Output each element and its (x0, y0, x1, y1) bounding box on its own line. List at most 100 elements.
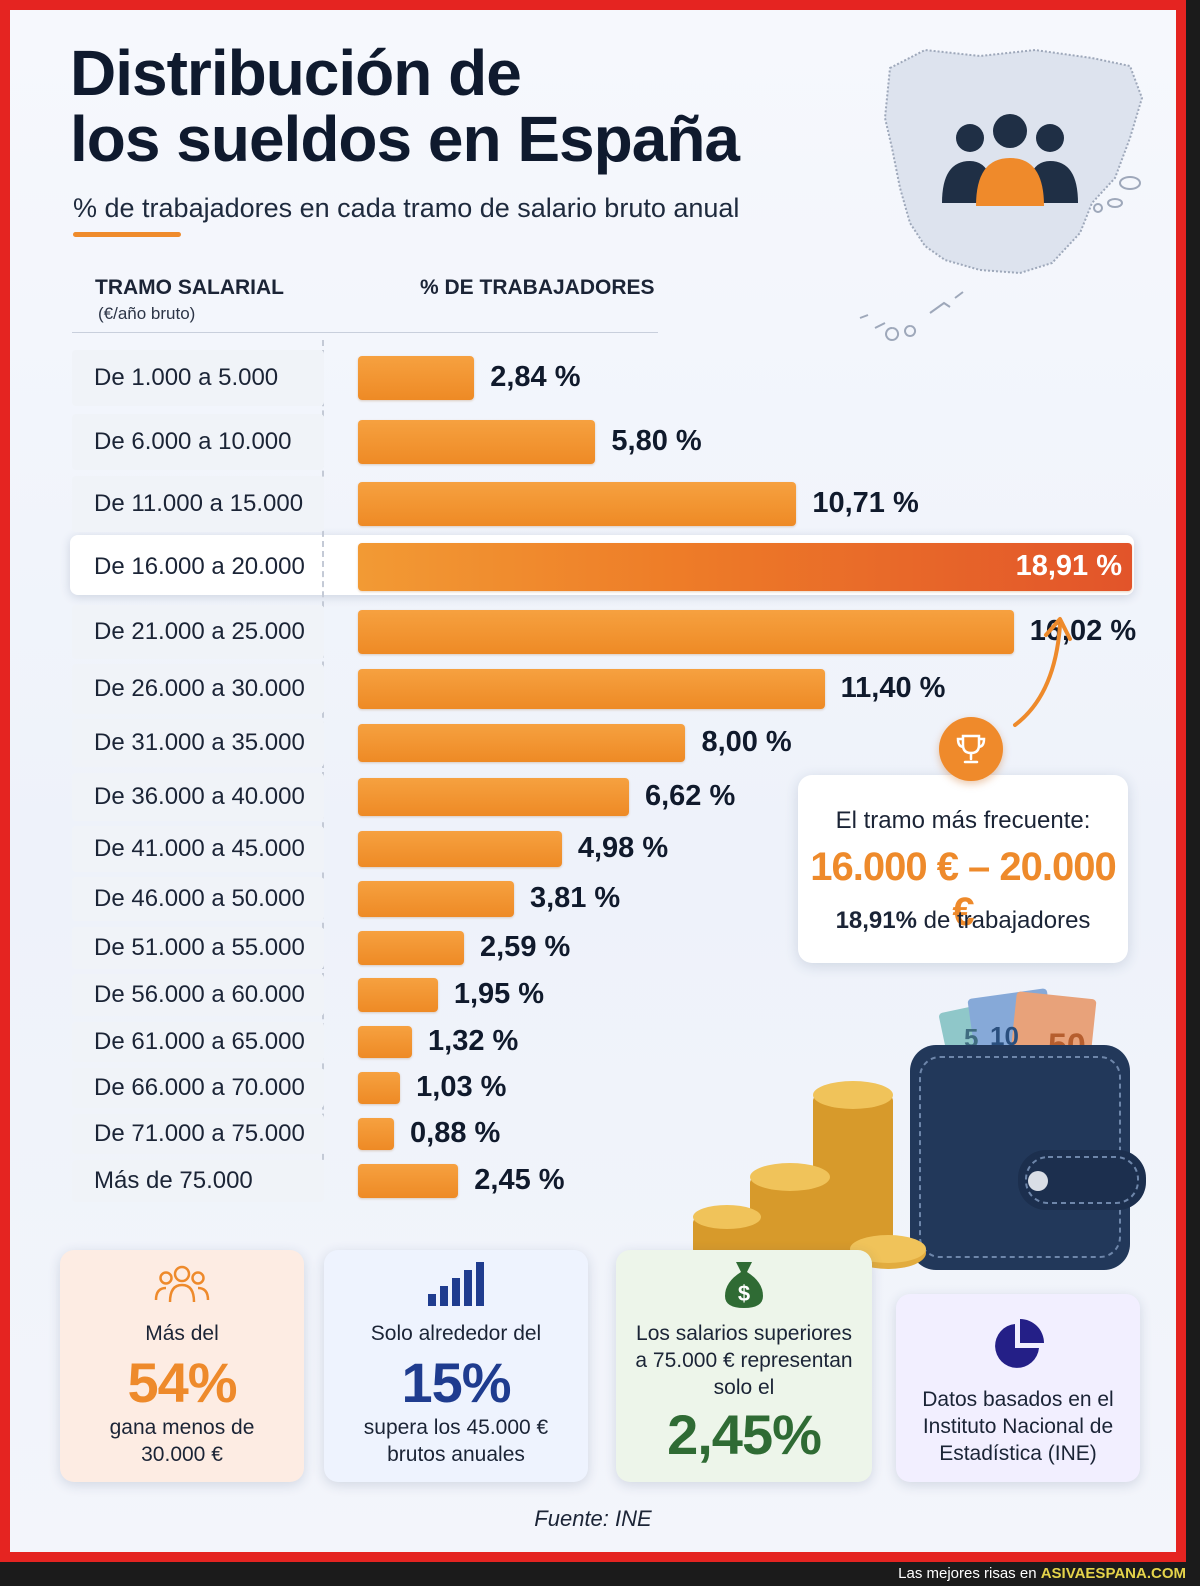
card-2-text-bottom-2: brutos anuales (387, 1443, 525, 1466)
bar-value-label: 2,59 % (480, 931, 571, 963)
stat-card-under-30k: Más del 54% gana menos de 30.000 € (60, 1250, 304, 1482)
bar (358, 881, 514, 917)
range-label: De 66.000 a 70.000 (94, 1074, 305, 1101)
table-row-background (72, 826, 324, 872)
table-row-background (72, 605, 324, 659)
stat-card-ine-source: Datos basados en el Instituto Nacional d… (896, 1294, 1140, 1482)
percent-column-header: % DE TRABAJADORES (420, 276, 655, 299)
callout-percent-suffix: de trabajadores (916, 907, 1091, 934)
bar (358, 1072, 401, 1104)
range-label: De 6.000 a 10.000 (94, 428, 292, 455)
range-label: De 36.000 a 40.000 (94, 783, 305, 810)
table-row-background (72, 974, 324, 1016)
range-label: De 1.000 a 5.000 (94, 364, 279, 391)
card-3-big-number: 2,45% (667, 1403, 822, 1466)
coin-stacks (693, 1081, 926, 1269)
table-row-background (72, 414, 324, 470)
card-2-text-bottom-1: supera los 45.000 € (363, 1416, 549, 1439)
wallet-coins-illustration: 5 10 50 20 (693, 988, 1146, 1270)
bar-value-label: 1,32 % (428, 1025, 519, 1057)
header-rule (72, 332, 658, 333)
table-row-background (72, 1022, 324, 1062)
page-title: Distribución de los sueldos en España (70, 37, 740, 175)
people-icon (154, 1265, 210, 1303)
card-3-text-3: solo el (713, 1376, 775, 1399)
bar (358, 1118, 395, 1150)
bar-value-label: 0,88 % (410, 1117, 501, 1149)
people-group-icon (942, 114, 1078, 206)
table-row-background (72, 1068, 324, 1108)
range-label: De 51.000 a 55.000 (94, 934, 305, 961)
money-bag-icon: $ (725, 1262, 763, 1308)
bar-highlight (358, 543, 1132, 591)
bar-chart: De 1.000 a 5.000 2,84 % De 6.000 a 10.000 5… (10, 10, 1176, 1210)
range-column-unit: (€/año bruto) (98, 304, 196, 323)
card-3-text-1: Los salarios superiores (636, 1322, 852, 1345)
card-1-text-bottom-2: 30.000 € (141, 1443, 223, 1466)
range-label: De 61.000 a 65.000 (94, 1028, 305, 1055)
card-1-text-top: Más del (145, 1322, 219, 1345)
bar-value-label: 1,03 % (416, 1071, 507, 1103)
bar (358, 610, 1014, 654)
range-column-header: TRAMO SALARIAL (95, 276, 284, 299)
bar (358, 356, 475, 400)
callout-percent-line: 18,91% de trabajadores (798, 907, 1128, 935)
title-line-2: los sueldos en España (70, 103, 740, 175)
spain-map-icon (859, 48, 1144, 341)
infographic-frame: Distribución de los sueldos en España % … (0, 0, 1186, 1562)
range-label: De 71.000 a 75.000 (94, 1120, 305, 1147)
subtitle: % de trabajadores en cada tramo de salar… (73, 193, 740, 223)
table-row-background (72, 1114, 324, 1154)
trophy-icon (956, 734, 986, 764)
bar (358, 931, 464, 965)
range-label: De 11.000 a 15.000 (94, 490, 304, 517)
source-note: Fuente: INE (534, 1506, 652, 1531)
pie-chart-icon (995, 1319, 1044, 1368)
bar-chart-icon (428, 1262, 484, 1306)
arrow-icon (1013, 617, 1072, 727)
subtitle-underline (73, 232, 181, 237)
card-4-text-3: Estadística (INE) (939, 1442, 1097, 1465)
card-2-text-top: Solo alrededor del (370, 1322, 542, 1345)
range-label: De 31.000 a 35.000 (94, 729, 305, 756)
bar-value-label: 2,84 % (490, 361, 581, 393)
bar-value-label: 18,91 % (1015, 550, 1122, 582)
bar-value-label: 2,45 % (474, 1164, 565, 1196)
stat-card-over-75k: $ Los salarios superiores a 75.000 € rep… (616, 1250, 872, 1482)
title-line-1: Distribución de (70, 37, 522, 109)
bar-value-label: 8,00 % (701, 726, 792, 758)
bar-value-label: 1,95 % (453, 978, 545, 1010)
card-1-text-bottom-1: gana menos de (109, 1416, 255, 1439)
table-row-background (72, 476, 324, 532)
range-label: De 16.000 a 20.000 (94, 553, 305, 580)
bar-value-label: 3,81 % (529, 882, 621, 914)
bar (358, 778, 629, 816)
bar-value-label: 11,40 % (840, 672, 946, 704)
table-row-background (72, 773, 324, 821)
bar-value-label: 4,98 % (577, 832, 669, 864)
footer-site[interactable]: ASIVAESPANA.COM (1040, 1565, 1186, 1582)
range-label: De 41.000 a 45.000 (94, 835, 305, 862)
callout-label: El tramo más frecuente: (835, 807, 1091, 834)
footer-text: Las mejores risas en ASIVAESPANA.COM (898, 1565, 1186, 1582)
callout-range: 16.000 € – 20.000 € (810, 845, 1117, 934)
table-row-background (72, 350, 324, 406)
card-4-text-1: Datos basados en el (922, 1388, 1114, 1411)
table-row-background (72, 927, 324, 969)
range-label: De 56.000 a 60.000 (94, 981, 305, 1008)
table-row-background (72, 1160, 324, 1202)
bar (358, 831, 562, 867)
bar (358, 669, 825, 709)
svg-text:$: $ (738, 1281, 750, 1306)
footer-bar: Las mejores risas en ASIVAESPANA.COM (0, 1562, 1200, 1586)
table-row-background (72, 719, 324, 767)
card-4-text-2: Instituto Nacional de (922, 1415, 1114, 1438)
range-label: De 21.000 a 25.000 (94, 618, 305, 645)
range-label: Más de 75.000 (94, 1167, 253, 1194)
table-row-background (72, 664, 324, 714)
infographic-canvas: Distribución de los sueldos en España % … (10, 10, 1176, 1552)
card-1-big-number: 54% (127, 1351, 237, 1414)
stat-card-over-45k: Solo alrededor del 15% supera los 45.000… (324, 1250, 588, 1482)
most-frequent-callout: El tramo más frecuente: 16.000 € – 20.00… (798, 775, 1128, 963)
bar-value-label: 5,80 % (611, 425, 702, 457)
